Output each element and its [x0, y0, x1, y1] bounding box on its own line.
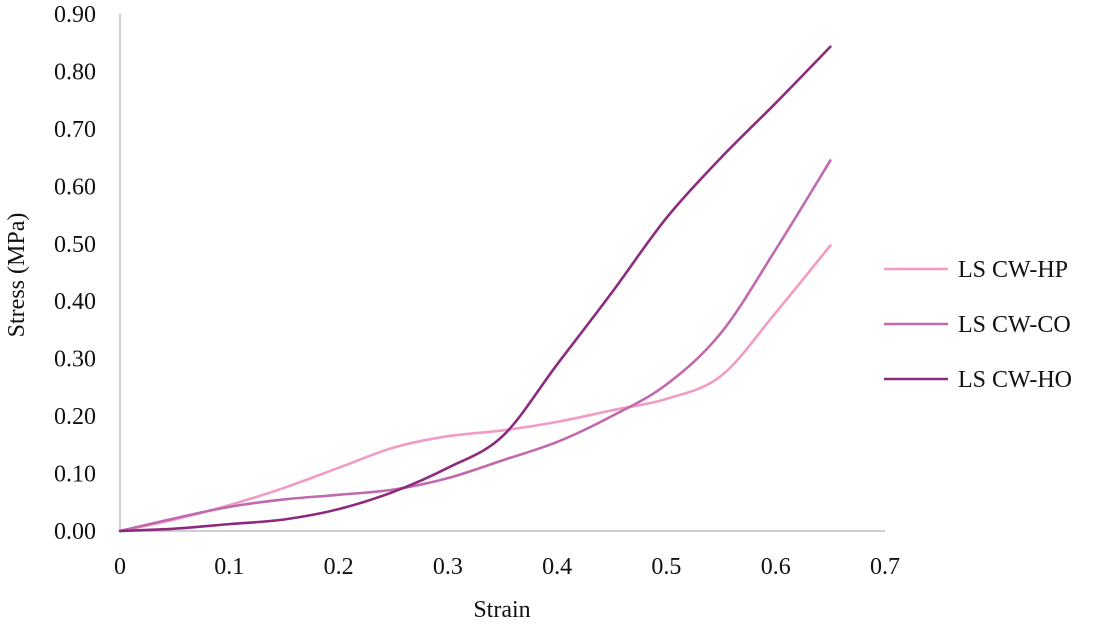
y-tick-labels: 0.00 0.10 0.20 0.30 0.40 0.50 0.60 0.70 0.80 0.90	[54, 2, 96, 545]
y-tick-label: 0.20	[54, 404, 96, 430]
legend-label-ls-cw-ho: LS CW-HO	[958, 367, 1072, 393]
series-lines	[118, 45, 832, 533]
legend-label-ls-cw-co: LS CW-CO	[958, 312, 1071, 338]
x-tick-label: 0.7	[870, 554, 900, 580]
x-tick-label: 0.3	[433, 554, 463, 580]
x-tick-labels: 0 0.1 0.2 0.3 0.4 0.5 0.6 0.7	[114, 554, 900, 580]
x-tick-label: 0.2	[324, 554, 354, 580]
y-tick-label: 0.00	[54, 519, 96, 545]
series-line-ls-cw-hp	[118, 244, 832, 533]
x-tick-label: 0.4	[542, 554, 572, 580]
series-line-ls-cw-ho	[118, 45, 832, 533]
x-tick-label: 0.6	[761, 554, 791, 580]
y-tick-label: 0.90	[54, 2, 96, 28]
y-tick-label: 0.60	[54, 174, 96, 200]
x-tick-label: 0.1	[214, 554, 244, 580]
y-tick-label: 0.10	[54, 462, 96, 488]
plot-area: 0.000.100.200.300.400.500.600.700.800.90…	[54, 2, 900, 580]
y-tick-label: 0.80	[54, 59, 96, 85]
series-line-ls-cw-co	[118, 159, 832, 533]
x-tick-label: 0	[114, 554, 126, 580]
legend: LS CW-HP LS CW-CO LS CW-HO	[884, 257, 1072, 393]
x-tick-label: 0.5	[651, 554, 681, 580]
y-tick-label: 0.40	[54, 289, 96, 315]
legend-label-ls-cw-hp: LS CW-HP	[958, 257, 1068, 283]
x-axis-title: Strain	[473, 597, 530, 623]
y-tick-label: 0.70	[54, 117, 96, 143]
y-tick-label: 0.30	[54, 347, 96, 373]
y-axis-title: Stress (MPa)	[4, 213, 30, 338]
y-tick-label: 0.50	[54, 232, 96, 258]
